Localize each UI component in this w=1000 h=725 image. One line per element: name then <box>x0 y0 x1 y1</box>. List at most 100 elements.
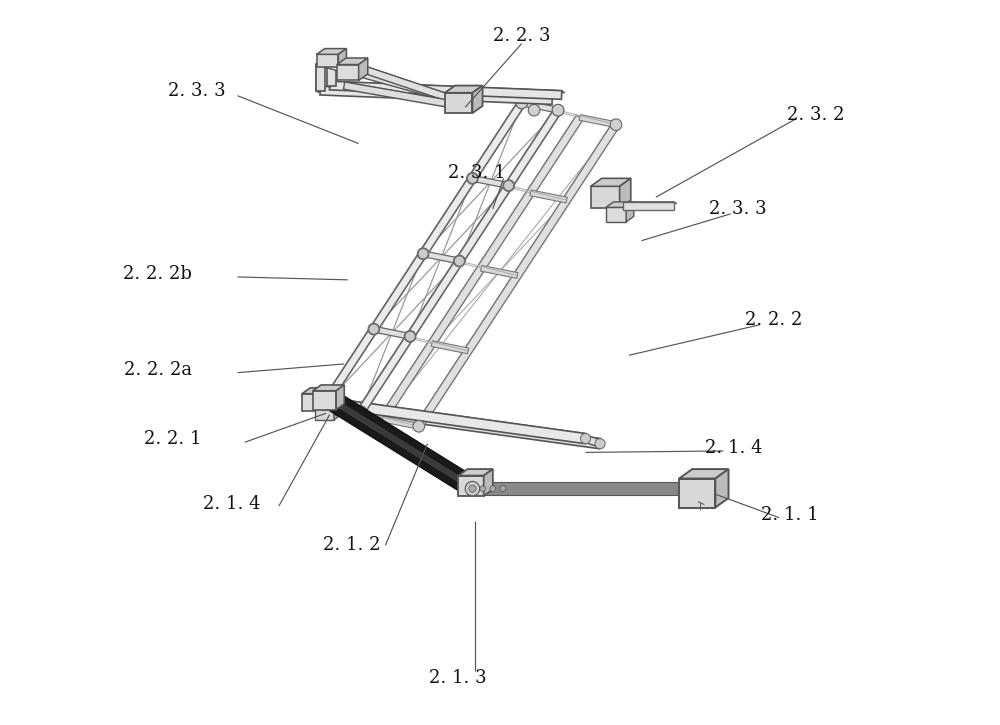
Polygon shape <box>337 58 368 65</box>
Text: 2. 2. 3: 2. 2. 3 <box>493 28 550 45</box>
Polygon shape <box>326 392 475 494</box>
Circle shape <box>516 97 528 109</box>
Polygon shape <box>336 385 344 410</box>
Polygon shape <box>357 108 558 412</box>
Polygon shape <box>324 402 361 415</box>
Polygon shape <box>319 55 333 67</box>
Polygon shape <box>320 86 555 98</box>
Polygon shape <box>623 202 674 210</box>
Circle shape <box>355 406 367 418</box>
Polygon shape <box>338 402 601 449</box>
Polygon shape <box>325 397 589 436</box>
Polygon shape <box>338 49 346 67</box>
Polygon shape <box>302 388 332 394</box>
Polygon shape <box>359 58 368 80</box>
Circle shape <box>454 255 465 267</box>
Circle shape <box>404 331 416 342</box>
Text: 2. 1. 4: 2. 1. 4 <box>705 439 762 457</box>
Circle shape <box>580 434 591 444</box>
Circle shape <box>369 324 379 334</box>
Polygon shape <box>481 265 518 278</box>
Circle shape <box>454 256 464 266</box>
Polygon shape <box>317 54 338 67</box>
Circle shape <box>469 485 476 492</box>
Polygon shape <box>325 60 457 104</box>
Circle shape <box>595 439 605 449</box>
Text: 2. 2. 1: 2. 2. 1 <box>144 430 201 447</box>
Polygon shape <box>329 81 562 99</box>
Polygon shape <box>620 178 631 208</box>
Text: 2. 3. 1: 2. 3. 1 <box>448 164 506 181</box>
Polygon shape <box>415 123 616 426</box>
Polygon shape <box>472 175 509 188</box>
Circle shape <box>552 104 564 116</box>
Polygon shape <box>327 60 461 99</box>
Circle shape <box>333 405 344 416</box>
Polygon shape <box>331 55 465 107</box>
Polygon shape <box>606 207 626 222</box>
Text: 2. 1. 2: 2. 1. 2 <box>323 536 380 554</box>
Polygon shape <box>324 397 586 444</box>
Polygon shape <box>344 82 457 109</box>
Polygon shape <box>327 59 336 86</box>
Polygon shape <box>320 86 552 104</box>
Polygon shape <box>579 115 617 128</box>
Circle shape <box>503 180 514 191</box>
Circle shape <box>516 97 528 109</box>
Circle shape <box>319 399 330 410</box>
Polygon shape <box>423 251 460 264</box>
Text: 2. 1. 4: 2. 1. 4 <box>203 495 260 513</box>
Polygon shape <box>317 49 346 54</box>
Polygon shape <box>321 101 525 407</box>
Polygon shape <box>530 190 567 203</box>
Polygon shape <box>445 93 472 113</box>
Polygon shape <box>313 391 336 410</box>
Circle shape <box>467 173 478 184</box>
Polygon shape <box>458 469 493 476</box>
Text: 2. 2. 2b: 2. 2. 2b <box>123 265 192 283</box>
Circle shape <box>413 420 425 432</box>
Circle shape <box>417 248 429 260</box>
Polygon shape <box>302 394 324 411</box>
Circle shape <box>610 119 622 130</box>
Polygon shape <box>379 115 583 421</box>
Polygon shape <box>623 202 677 204</box>
Polygon shape <box>584 435 601 447</box>
Circle shape <box>467 173 478 183</box>
Polygon shape <box>316 64 319 93</box>
Circle shape <box>528 104 540 116</box>
Circle shape <box>465 481 480 496</box>
Circle shape <box>480 486 485 492</box>
Polygon shape <box>327 59 330 88</box>
Polygon shape <box>333 55 468 102</box>
Polygon shape <box>482 482 680 495</box>
Polygon shape <box>321 101 521 405</box>
Polygon shape <box>337 65 359 80</box>
Polygon shape <box>606 202 634 207</box>
Circle shape <box>355 406 367 418</box>
Text: 2. 1. 3: 2. 1. 3 <box>429 669 487 687</box>
Polygon shape <box>315 404 334 420</box>
Polygon shape <box>357 108 561 414</box>
Polygon shape <box>382 416 419 429</box>
Circle shape <box>319 399 330 410</box>
Polygon shape <box>445 86 483 93</box>
Circle shape <box>504 181 514 191</box>
Circle shape <box>500 486 506 492</box>
Polygon shape <box>373 326 411 339</box>
Polygon shape <box>521 100 559 113</box>
Circle shape <box>368 323 380 335</box>
Polygon shape <box>472 86 483 113</box>
Polygon shape <box>324 388 332 411</box>
Polygon shape <box>313 385 344 391</box>
Text: 2. 3. 2: 2. 3. 2 <box>787 106 844 123</box>
Polygon shape <box>415 123 619 428</box>
Circle shape <box>490 486 496 492</box>
Polygon shape <box>591 178 631 186</box>
Text: 2. 1. 1: 2. 1. 1 <box>761 506 819 523</box>
Polygon shape <box>340 402 604 441</box>
Circle shape <box>552 104 564 116</box>
Polygon shape <box>345 82 460 104</box>
Polygon shape <box>330 397 471 489</box>
Polygon shape <box>591 186 620 208</box>
